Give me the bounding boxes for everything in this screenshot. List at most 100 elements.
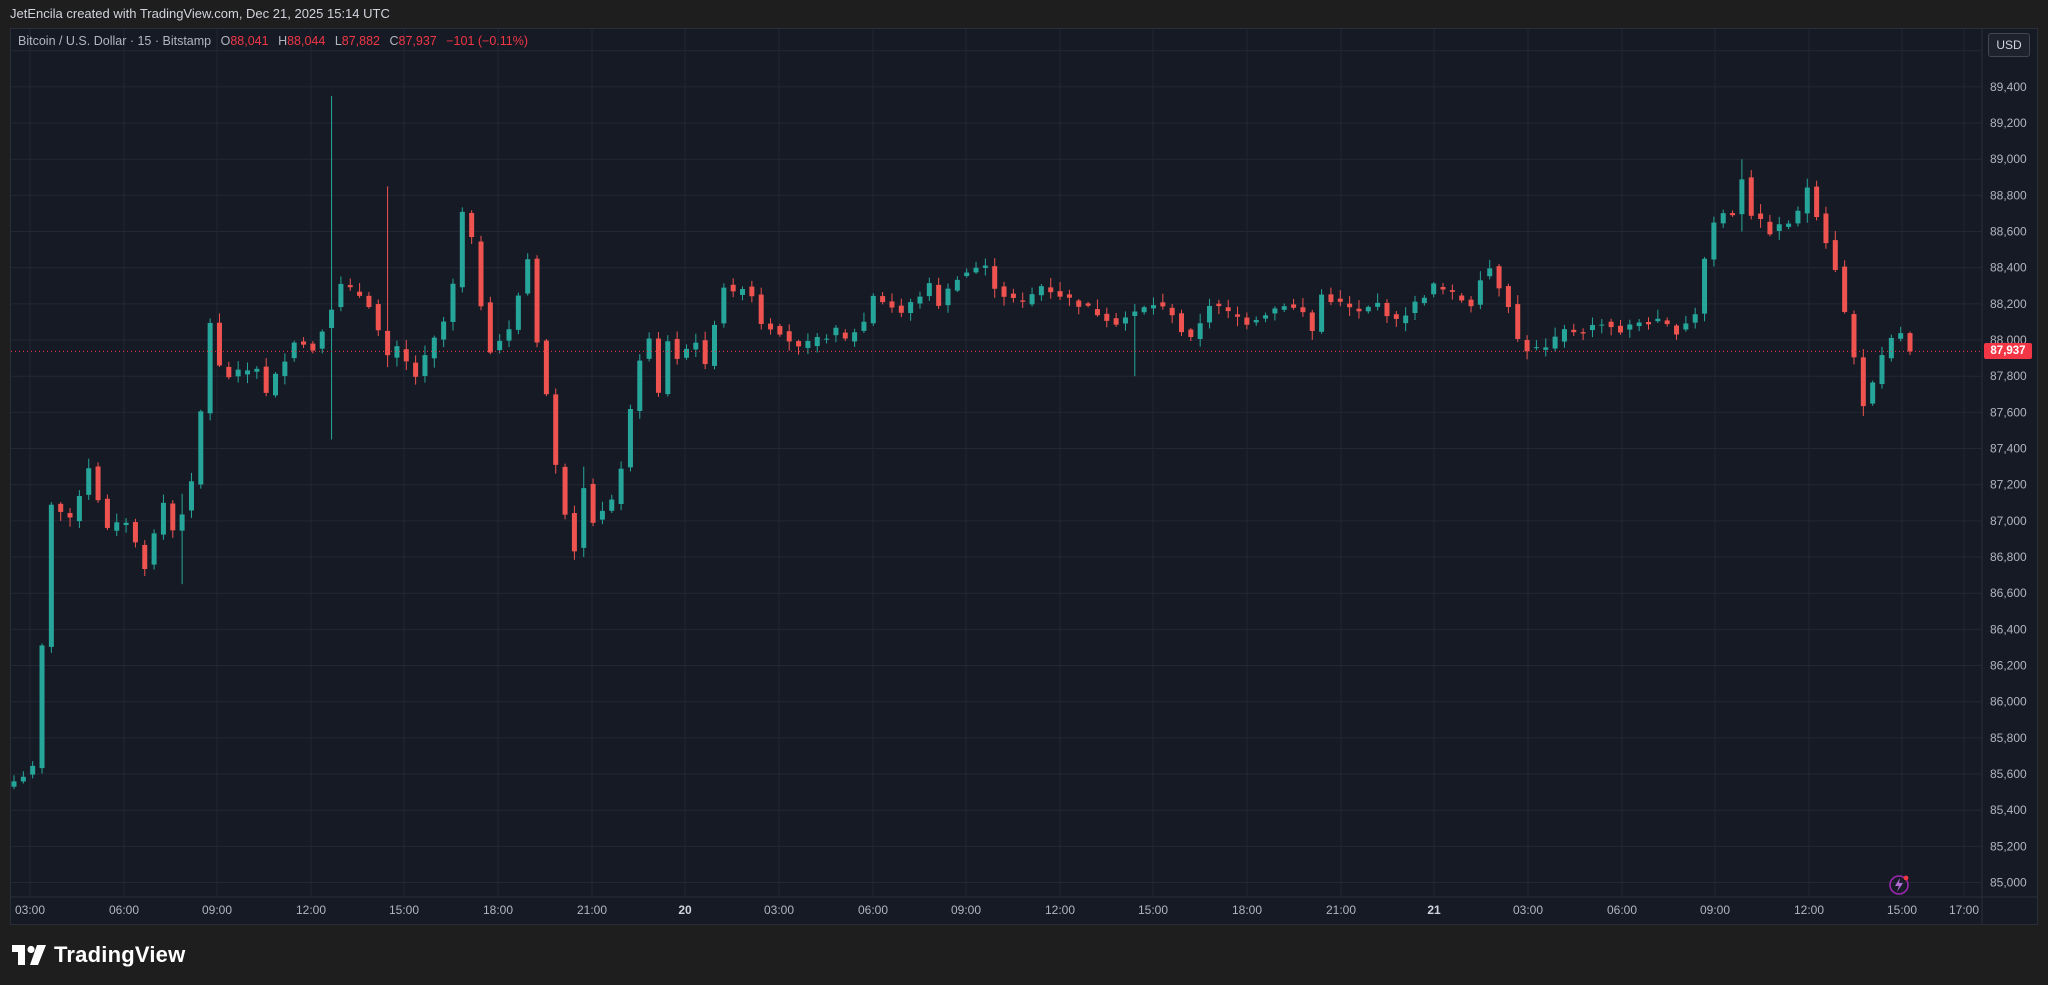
candle-body xyxy=(1888,337,1894,359)
y-tick-label: 89,000 xyxy=(1990,152,2027,166)
candle-body xyxy=(842,332,848,339)
candle-body xyxy=(95,466,101,501)
candle-body xyxy=(1664,320,1670,325)
candle-body xyxy=(908,302,914,314)
y-tick-label: 86,200 xyxy=(1990,659,2027,673)
candle-body xyxy=(114,522,120,531)
candle-body xyxy=(609,499,615,511)
candle-body xyxy=(880,296,886,303)
candle-body xyxy=(1300,307,1306,313)
candle-body xyxy=(562,466,568,515)
candle-body xyxy=(1020,300,1026,302)
candle-body xyxy=(1646,321,1651,325)
candle-body xyxy=(1720,213,1726,224)
brand-logo[interactable]: TradingView xyxy=(12,940,185,970)
x-tick-label: 21:00 xyxy=(1326,903,1356,917)
candle-body xyxy=(627,409,633,468)
candle-body xyxy=(403,349,409,362)
lightning-icon[interactable] xyxy=(1886,872,1912,898)
y-tick-label: 89,400 xyxy=(1990,80,2027,94)
candle-body xyxy=(1468,299,1474,307)
candle-body xyxy=(1225,307,1231,312)
candle-body xyxy=(777,326,783,335)
candle-body xyxy=(459,211,465,288)
candle-body xyxy=(1104,313,1110,321)
x-tick-label: 18:00 xyxy=(1232,903,1262,917)
candle-body xyxy=(1038,286,1044,296)
candle-body xyxy=(1561,329,1567,342)
candle-body xyxy=(1702,258,1708,314)
candle-body xyxy=(992,266,998,289)
tradingview-logo-icon xyxy=(12,945,46,965)
candle-body xyxy=(1832,240,1838,270)
candle-body xyxy=(571,513,577,552)
candle-body xyxy=(123,522,129,526)
candle-body xyxy=(786,331,792,342)
candle-body xyxy=(1739,179,1745,215)
low-label: L xyxy=(334,34,342,48)
candle-body xyxy=(1870,382,1876,404)
y-tick-label: 86,400 xyxy=(1990,622,2027,636)
candle-body xyxy=(693,342,699,350)
candle-body xyxy=(1683,323,1689,330)
candle-body xyxy=(20,776,26,782)
candle-body xyxy=(273,373,279,396)
symbol-name: Bitcoin / U.S. Dollar · 15 · Bitstamp xyxy=(18,34,212,48)
brand-name: TradingView xyxy=(54,942,186,967)
candle-body xyxy=(1375,302,1381,307)
candle-body xyxy=(1552,336,1558,349)
candle-body xyxy=(861,321,867,331)
x-tick-label: 12:00 xyxy=(1045,903,1075,917)
candle-body xyxy=(655,338,661,393)
candle-body xyxy=(1599,324,1605,326)
y-tick-label: 87,400 xyxy=(1990,442,2027,456)
candle-body xyxy=(1319,294,1325,332)
candle-body xyxy=(1356,308,1362,312)
candle-body xyxy=(889,301,895,308)
candle-body xyxy=(1347,303,1353,308)
candle-body xyxy=(1907,333,1913,352)
candle-body xyxy=(226,366,232,378)
candle-body xyxy=(366,295,372,307)
candle-body xyxy=(1169,307,1175,316)
candle-body xyxy=(1692,314,1698,323)
candle-body xyxy=(982,265,988,268)
candle-body xyxy=(1711,222,1717,260)
candle-body xyxy=(179,514,185,531)
candle-body xyxy=(48,504,54,647)
candle-body xyxy=(926,283,932,297)
candle-body xyxy=(1459,295,1465,301)
candle-body xyxy=(945,288,951,306)
y-tick-label: 88,200 xyxy=(1990,297,2027,311)
candle-body xyxy=(1730,213,1736,216)
x-tick-label: 03:00 xyxy=(764,903,794,917)
candle-body xyxy=(1814,186,1820,218)
candle-body xyxy=(245,370,250,375)
chart-pane[interactable] xyxy=(10,28,2038,925)
top-credit-bar: JetEncila created with TradingView.com, … xyxy=(0,0,2048,28)
high-label: H xyxy=(278,34,288,48)
y-tick-label: 85,400 xyxy=(1990,803,2027,817)
candle-body xyxy=(170,503,176,531)
candle-body xyxy=(1244,317,1250,325)
candle-body xyxy=(1281,306,1287,310)
candle-body xyxy=(758,294,764,325)
candle-body xyxy=(329,309,335,329)
candle-body xyxy=(1085,303,1091,306)
candle-body xyxy=(917,296,923,304)
currency-button[interactable]: USD xyxy=(1988,33,2030,57)
candle-body xyxy=(58,503,64,512)
candle-body xyxy=(1365,306,1371,312)
candle-body xyxy=(833,327,839,336)
candle-body xyxy=(1515,304,1521,340)
candle-body xyxy=(497,340,503,351)
candle-body xyxy=(1776,224,1782,231)
candle-body xyxy=(1879,355,1885,385)
candle-body xyxy=(1543,347,1549,350)
candle-body xyxy=(39,645,45,769)
candle-body xyxy=(1029,294,1035,305)
candle-body xyxy=(1655,318,1661,322)
candle-body xyxy=(86,468,92,495)
y-tick-label: 87,200 xyxy=(1990,478,2027,492)
